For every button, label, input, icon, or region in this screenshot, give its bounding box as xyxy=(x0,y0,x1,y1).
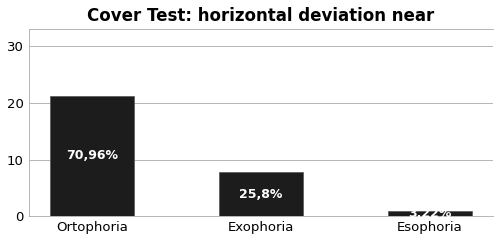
Bar xyxy=(218,172,303,216)
Text: 3,22%: 3,22% xyxy=(408,207,452,220)
Text: 70,96%: 70,96% xyxy=(66,149,118,162)
Title: Cover Test: horizontal deviation near: Cover Test: horizontal deviation near xyxy=(87,7,435,25)
Bar xyxy=(50,96,134,216)
Bar xyxy=(388,211,472,216)
Text: 25,8%: 25,8% xyxy=(239,188,282,201)
